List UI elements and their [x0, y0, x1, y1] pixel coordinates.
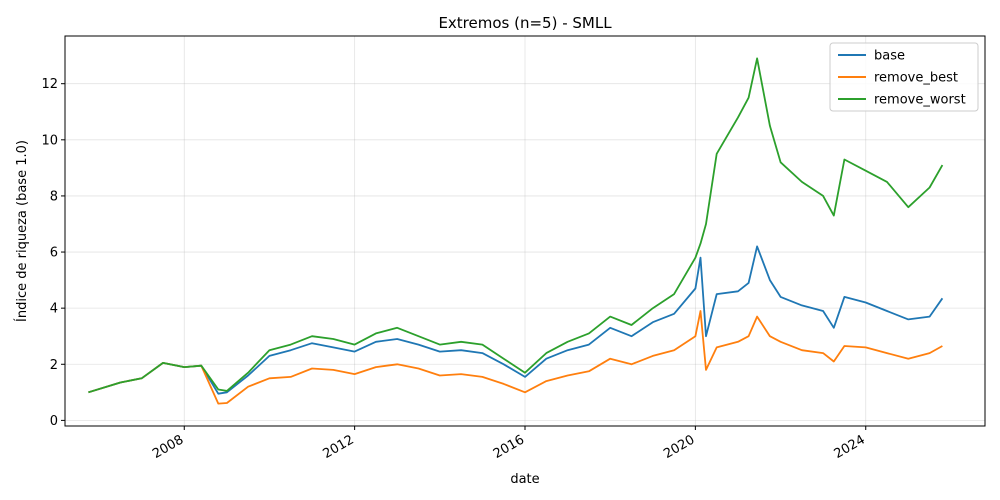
y-axis: 0 2 4 6 8 10 12 [41, 77, 65, 429]
chart-title: Extremos (n=5) - SMLL [438, 14, 612, 32]
legend: base remove_best remove_worst [829, 42, 979, 112]
y-tick-label: 12 [41, 77, 58, 92]
y-tick-label: 8 [50, 189, 58, 204]
y-tick-label: 0 [50, 414, 58, 429]
legend-label: remove_worst [874, 93, 966, 108]
legend-box [829, 42, 979, 112]
legend-label: base [874, 49, 905, 64]
series-line-base [88, 245, 944, 395]
legend-label: remove_best [874, 71, 958, 86]
series-line-remove-worst [88, 57, 944, 394]
series-lines [88, 57, 944, 405]
y-axis-label: Índice de riqueza (base 1.0) [14, 140, 30, 322]
y-tick-label: 4 [50, 302, 58, 317]
y-tick-label: 6 [50, 246, 58, 261]
x-axis-label: date [510, 472, 539, 487]
series-line-remove-best [88, 310, 943, 405]
y-tick-label: 10 [41, 133, 58, 148]
y-tick-label: 2 [50, 358, 58, 373]
